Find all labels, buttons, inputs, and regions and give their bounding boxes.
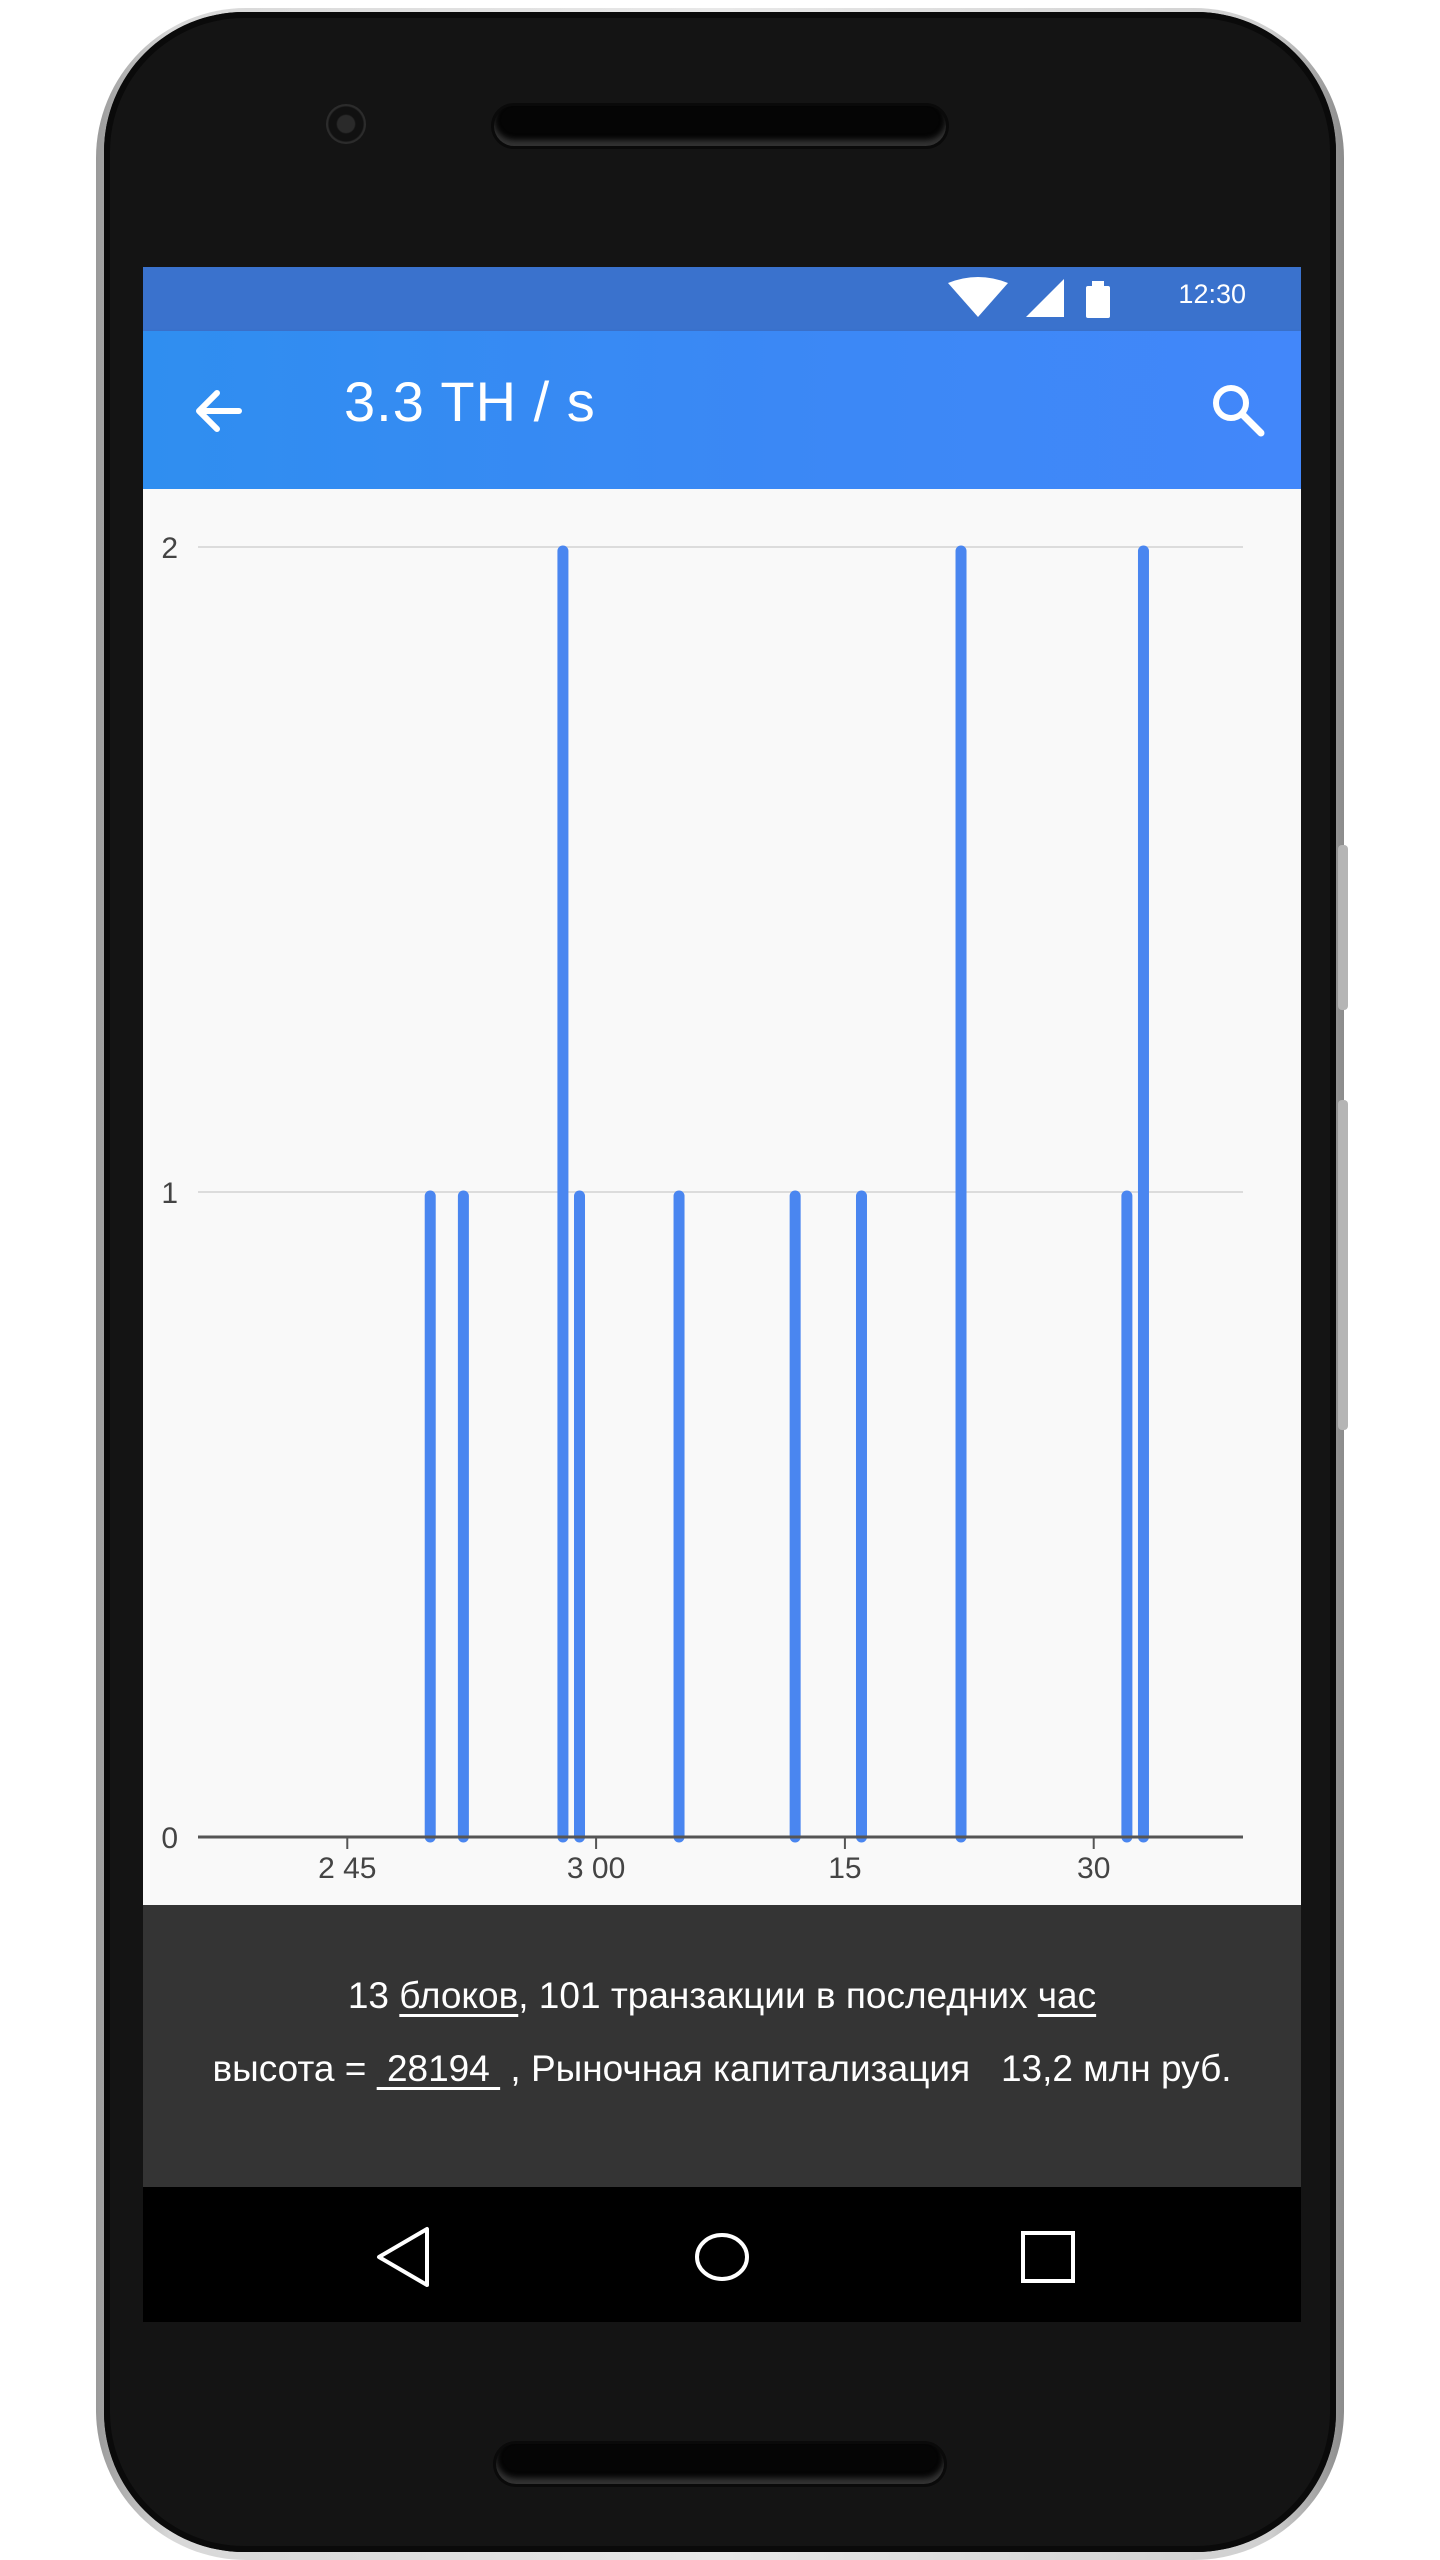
top-speaker [494,106,946,146]
battery-icon [1086,281,1110,318]
bottom-speaker [496,2444,944,2484]
blocks-bar-chart: 0 1 2 2 45 3 00 15 30 [161,532,1243,1885]
x-tick-label: 15 [828,1852,861,1885]
status-icons [948,277,1110,318]
status-time: 12:30 [1178,279,1246,309]
y-tick-label: 0 [161,1822,178,1855]
volume-button [1338,845,1348,1010]
nav-back-icon[interactable] [365,2217,445,2297]
app-bar: 3.3 TH / s [143,331,1301,489]
nav-home-icon[interactable] [682,2217,762,2297]
info-panel: 13 блоков, 101 транзакции в последних ча… [143,1905,1301,2187]
x-tick-label: 30 [1077,1852,1110,1885]
wifi-icon [948,277,1008,317]
screen: 12:30 3.3 TH / s 0 1 2 2 45 3 00 15 30 13 блок… [143,267,1301,2322]
volume-button-2 [1338,1100,1348,1430]
page-title: 3.3 TH / s [344,370,596,433]
height-label: высота = [212,2048,377,2089]
market-cap: , Рыночная капитализация 13,2 млн руб. [500,2048,1232,2089]
tx-summary: , 101 транзакции в последних [518,1975,1038,2016]
search-icon[interactable] [1207,379,1271,443]
x-tick-label: 3 00 [567,1852,625,1885]
status-bar: 12:30 [143,267,1301,331]
y-tick-label: 2 [161,532,178,565]
nav-bar [143,2187,1301,2322]
nav-recents-icon[interactable] [1007,2217,1087,2297]
blocks-link[interactable]: блоков [399,1975,519,2016]
period-link[interactable]: час [1037,1975,1097,2016]
signal-icon [1026,279,1064,317]
info-line-1: 13 блоков, 101 транзакции в последних ча… [143,1975,1301,2017]
front-camera [326,104,366,144]
y-tick-label: 1 [161,1177,178,1210]
height-link[interactable]: 28194 [376,2048,501,2089]
blocks-count: 13 [347,1975,400,2016]
chart-area: 0 1 2 2 45 3 00 15 30 [143,489,1301,2172]
back-arrow-icon[interactable] [187,379,251,443]
info-line-2: высота = 28194 , Рыночная капитализация … [143,2048,1301,2090]
x-tick-label: 2 45 [318,1852,376,1885]
